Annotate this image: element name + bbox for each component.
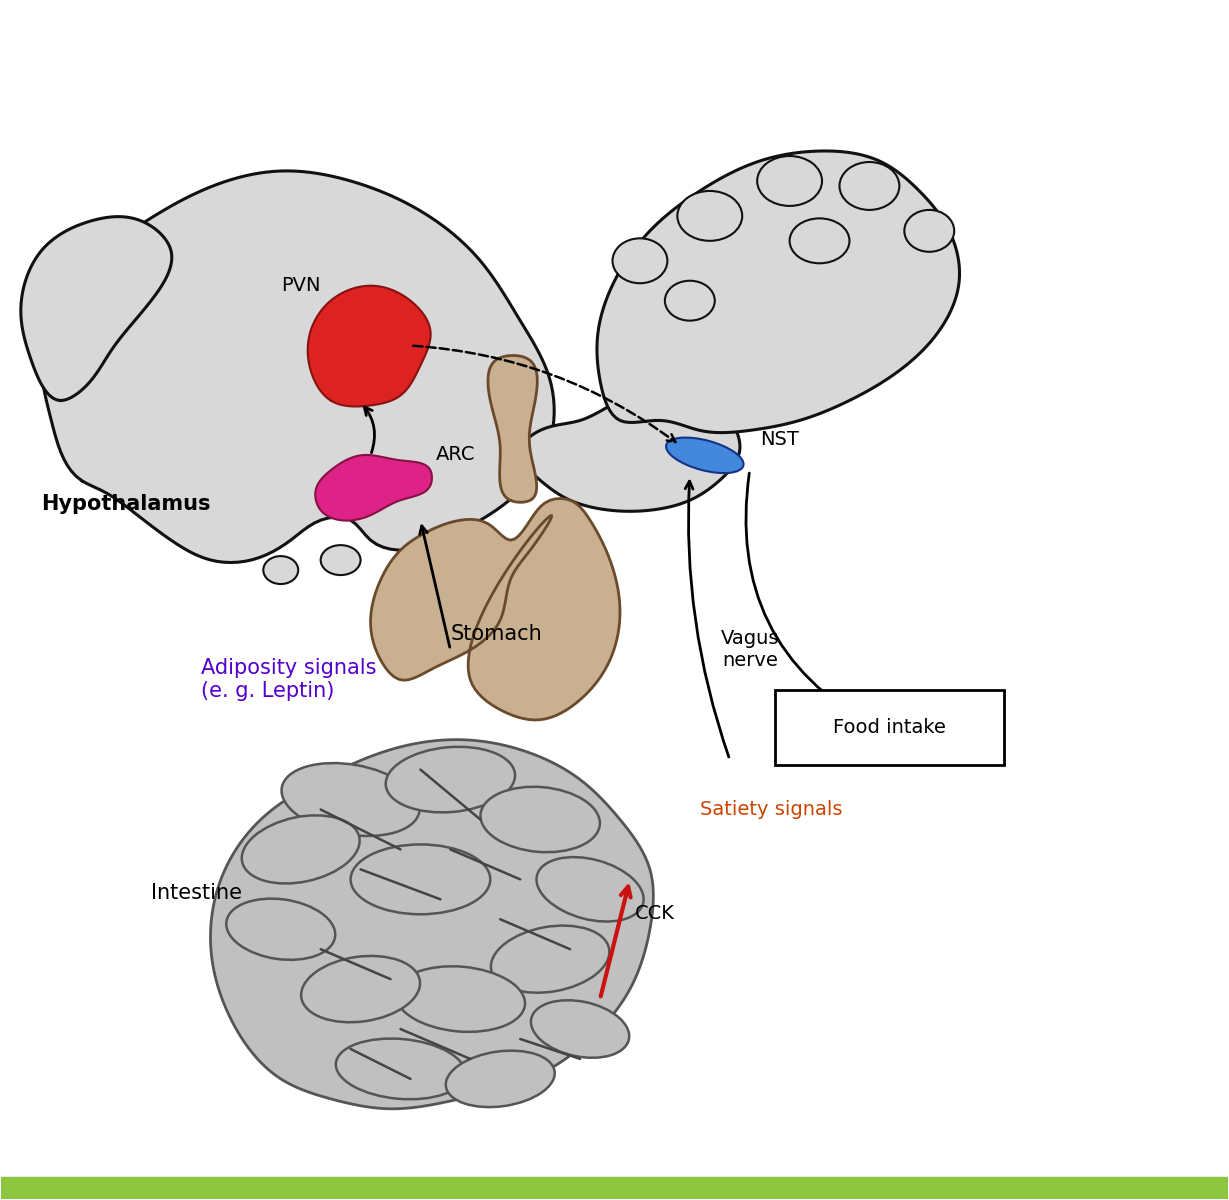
Ellipse shape bbox=[281, 763, 419, 836]
Ellipse shape bbox=[666, 438, 744, 473]
Ellipse shape bbox=[490, 925, 610, 992]
Polygon shape bbox=[210, 739, 654, 1109]
Ellipse shape bbox=[301, 956, 420, 1022]
Polygon shape bbox=[488, 355, 537, 503]
Text: PVN: PVN bbox=[280, 276, 321, 295]
Text: Adiposity signals
(e. g. Leptin): Adiposity signals (e. g. Leptin) bbox=[200, 659, 376, 702]
Ellipse shape bbox=[789, 218, 849, 263]
FancyBboxPatch shape bbox=[774, 690, 1004, 764]
Ellipse shape bbox=[905, 210, 954, 252]
Text: Intestine: Intestine bbox=[151, 883, 242, 904]
Polygon shape bbox=[21, 217, 172, 401]
Polygon shape bbox=[520, 390, 740, 511]
Ellipse shape bbox=[665, 281, 715, 320]
Polygon shape bbox=[316, 455, 431, 521]
Ellipse shape bbox=[263, 556, 299, 584]
Ellipse shape bbox=[537, 857, 644, 922]
Ellipse shape bbox=[446, 1051, 554, 1108]
Text: CCK: CCK bbox=[635, 905, 675, 923]
Ellipse shape bbox=[481, 787, 600, 852]
Polygon shape bbox=[307, 286, 430, 407]
Ellipse shape bbox=[336, 1038, 465, 1099]
Text: Vagus
nerve: Vagus nerve bbox=[720, 629, 779, 671]
Ellipse shape bbox=[839, 162, 900, 210]
Ellipse shape bbox=[321, 545, 360, 575]
Bar bbox=[1, 1177, 1228, 1199]
Ellipse shape bbox=[396, 966, 525, 1032]
Polygon shape bbox=[597, 151, 960, 433]
Text: Hypothalamus: Hypothalamus bbox=[42, 494, 211, 515]
Text: Food intake: Food intake bbox=[833, 719, 946, 737]
Ellipse shape bbox=[350, 845, 490, 914]
Polygon shape bbox=[371, 498, 619, 720]
Ellipse shape bbox=[386, 746, 515, 812]
Ellipse shape bbox=[242, 815, 360, 883]
Polygon shape bbox=[41, 170, 554, 563]
Ellipse shape bbox=[612, 239, 667, 283]
Text: ARC: ARC bbox=[435, 445, 474, 464]
Text: NST: NST bbox=[760, 431, 799, 449]
Ellipse shape bbox=[531, 1001, 629, 1057]
Ellipse shape bbox=[757, 156, 822, 206]
Text: Satiety signals: Satiety signals bbox=[699, 799, 842, 818]
Text: Stomach: Stomach bbox=[450, 624, 542, 644]
Ellipse shape bbox=[226, 899, 336, 960]
Ellipse shape bbox=[677, 191, 742, 241]
